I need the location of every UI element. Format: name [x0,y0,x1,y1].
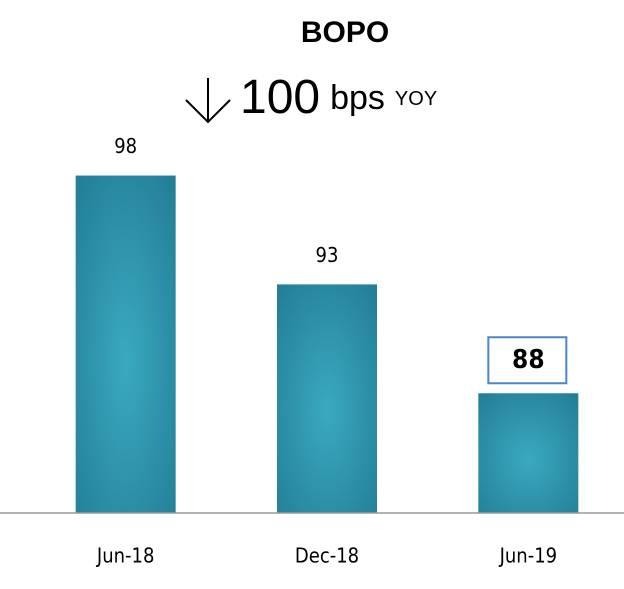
value-label: 98 [114,134,137,158]
highlight-box [487,336,568,385]
change-annotation: 100 bps YOY [240,71,437,124]
x-tick-label: Jun-18 [96,544,155,568]
chart-title: BOPO [301,16,389,49]
bar [75,175,176,514]
bar [277,284,377,513]
change-unit: bps [330,79,385,117]
value-label: 88 [512,345,545,375]
down-arrow [185,78,231,124]
x-tick-label: Jun-19 [499,544,558,568]
bar [478,393,579,513]
value-label: 93 [316,243,339,267]
change-period: YOY [395,88,437,110]
x-tick-label: Dec-18 [295,544,359,568]
change-value: 100 [240,71,320,124]
